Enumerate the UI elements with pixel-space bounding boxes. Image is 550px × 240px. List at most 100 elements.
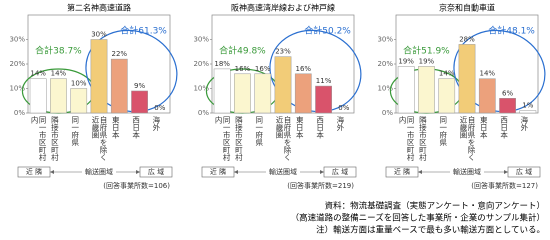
value-label: 0% bbox=[154, 104, 165, 112]
y-tick-label: 30% bbox=[377, 36, 393, 44]
x-tick-label: 同一府県 bbox=[70, 116, 80, 146]
bar bbox=[254, 73, 272, 114]
scope-bg bbox=[266, 167, 300, 177]
chart-title: 第二名神高速道路 bbox=[67, 3, 131, 13]
value-label: 16% bbox=[296, 65, 312, 73]
bar bbox=[90, 39, 108, 114]
value-label: 6% bbox=[502, 89, 513, 97]
value-label: 14% bbox=[480, 70, 496, 78]
y-tick-label: 30% bbox=[193, 36, 209, 44]
x-tick-label: 同一市区町村内 bbox=[30, 116, 48, 161]
bar bbox=[234, 73, 251, 114]
value-label: 14% bbox=[51, 70, 67, 78]
x-tick-label: 同一府県 bbox=[254, 116, 264, 146]
value-label: 0% bbox=[338, 104, 349, 112]
annotation: 合計48.1% bbox=[488, 25, 535, 37]
x-tick-label: 同一府県 bbox=[438, 116, 448, 146]
value-label: 22% bbox=[112, 50, 128, 58]
sample-note: (回答事業所数=106) bbox=[103, 181, 170, 190]
bar bbox=[519, 110, 537, 114]
bar bbox=[499, 98, 516, 114]
annotation: 合計49.8% bbox=[219, 45, 266, 57]
y-tick-label: 0% bbox=[382, 109, 393, 117]
x-tick-label: 海外 bbox=[335, 116, 345, 131]
scope-bg bbox=[82, 167, 116, 177]
bar bbox=[50, 78, 67, 114]
x-tick-label: 西日本 bbox=[315, 116, 325, 139]
scope-label: 輸送圏域 bbox=[453, 167, 481, 176]
x-tick-label: 隣接市区町村 bbox=[418, 116, 428, 161]
bar bbox=[315, 85, 332, 114]
scope-label: 近 隣 bbox=[210, 167, 226, 176]
value-label: 19% bbox=[419, 57, 435, 65]
bar bbox=[274, 56, 292, 114]
scope-label: 輸送圏域 bbox=[85, 167, 113, 176]
y-tick-label: 10% bbox=[9, 85, 25, 93]
value-label: 14% bbox=[30, 70, 46, 78]
x-tick-label: 同一市区町村内 bbox=[398, 116, 416, 161]
value-label: 18% bbox=[214, 60, 230, 68]
value-label: 11% bbox=[316, 77, 332, 85]
x-tick-label: 自府県を除く近畿圏 bbox=[275, 116, 292, 161]
x-tick-label: 東日本 bbox=[295, 116, 305, 139]
scope-label: 近 隣 bbox=[394, 167, 410, 176]
scope-label: 広 域 bbox=[516, 167, 532, 176]
x-tick-label: 隣接市区町村 bbox=[234, 116, 244, 161]
scope-bg bbox=[450, 167, 484, 177]
x-tick-label: 同一市区町村内 bbox=[214, 116, 232, 161]
sample-note: (回答事業所数=219) bbox=[287, 181, 354, 190]
scope-label: 近 隣 bbox=[26, 167, 42, 176]
annotation: 合計61.3% bbox=[120, 25, 167, 37]
x-tick-label: 東日本 bbox=[111, 116, 121, 139]
sample-note: (回答事業所数=127) bbox=[471, 181, 538, 190]
x-tick-label: 西日本 bbox=[499, 116, 509, 139]
annotation: 合計51.9% bbox=[403, 45, 450, 57]
x-tick-label: 自府県を除く近畿圏 bbox=[459, 116, 476, 161]
bar bbox=[70, 88, 88, 114]
y-tick-label: 20% bbox=[193, 60, 209, 68]
bar bbox=[438, 78, 456, 114]
scope-label: 広 域 bbox=[332, 167, 348, 176]
x-tick-label: 西日本 bbox=[131, 116, 141, 139]
x-tick-label: 東日本 bbox=[479, 116, 489, 139]
chart-title: 阪神高速湾岸線および神戸線 bbox=[231, 3, 335, 13]
bar bbox=[213, 68, 231, 114]
value-label: 30% bbox=[91, 31, 107, 39]
annotation: 合計50.2% bbox=[304, 25, 351, 37]
y-tick-label: 30% bbox=[9, 36, 25, 44]
x-tick-label: 海外 bbox=[151, 116, 161, 131]
bar bbox=[478, 78, 496, 114]
value-label: 14% bbox=[439, 70, 455, 78]
scope-label: 輸送圏域 bbox=[269, 167, 297, 176]
value-label: 16% bbox=[255, 65, 271, 73]
value-label: 9% bbox=[134, 82, 145, 90]
y-tick-label: 0% bbox=[198, 109, 209, 117]
source-note: 資料：物流基礎調査（実態アンケート・意向アンケート） bbox=[325, 201, 545, 212]
value-label: 28% bbox=[459, 35, 475, 43]
value-label: 10% bbox=[71, 80, 87, 88]
y-tick-label: 20% bbox=[377, 60, 393, 68]
value-label: 19% bbox=[398, 57, 414, 65]
bar bbox=[397, 66, 415, 114]
bar bbox=[418, 66, 435, 114]
annotation: 合計38.7% bbox=[35, 45, 82, 57]
x-tick-label: 隣接市区町村 bbox=[50, 116, 60, 161]
scope-label: 広 域 bbox=[148, 167, 164, 176]
bar bbox=[294, 73, 312, 114]
y-tick-label: 20% bbox=[9, 60, 25, 68]
x-tick-label: 海外 bbox=[519, 116, 529, 131]
chart-title: 京奈和自動車道 bbox=[439, 3, 495, 13]
y-tick-label: 0% bbox=[14, 109, 25, 117]
y-tick-label: 10% bbox=[193, 85, 209, 93]
bar bbox=[131, 90, 148, 114]
bar bbox=[458, 44, 476, 114]
source-note: （高速道路の整備ニーズを回答した事業所・企業のサンプル集計） bbox=[291, 213, 545, 224]
source-note: 注）輸送方面は重量ベースで最も多い輸送方面としている。 bbox=[316, 225, 545, 236]
bar bbox=[29, 78, 47, 114]
x-tick-label: 自府県を除く近畿圏 bbox=[91, 116, 108, 161]
y-tick-label: 10% bbox=[377, 85, 393, 93]
value-label: 23% bbox=[275, 48, 291, 56]
value-label: 1% bbox=[522, 102, 533, 110]
